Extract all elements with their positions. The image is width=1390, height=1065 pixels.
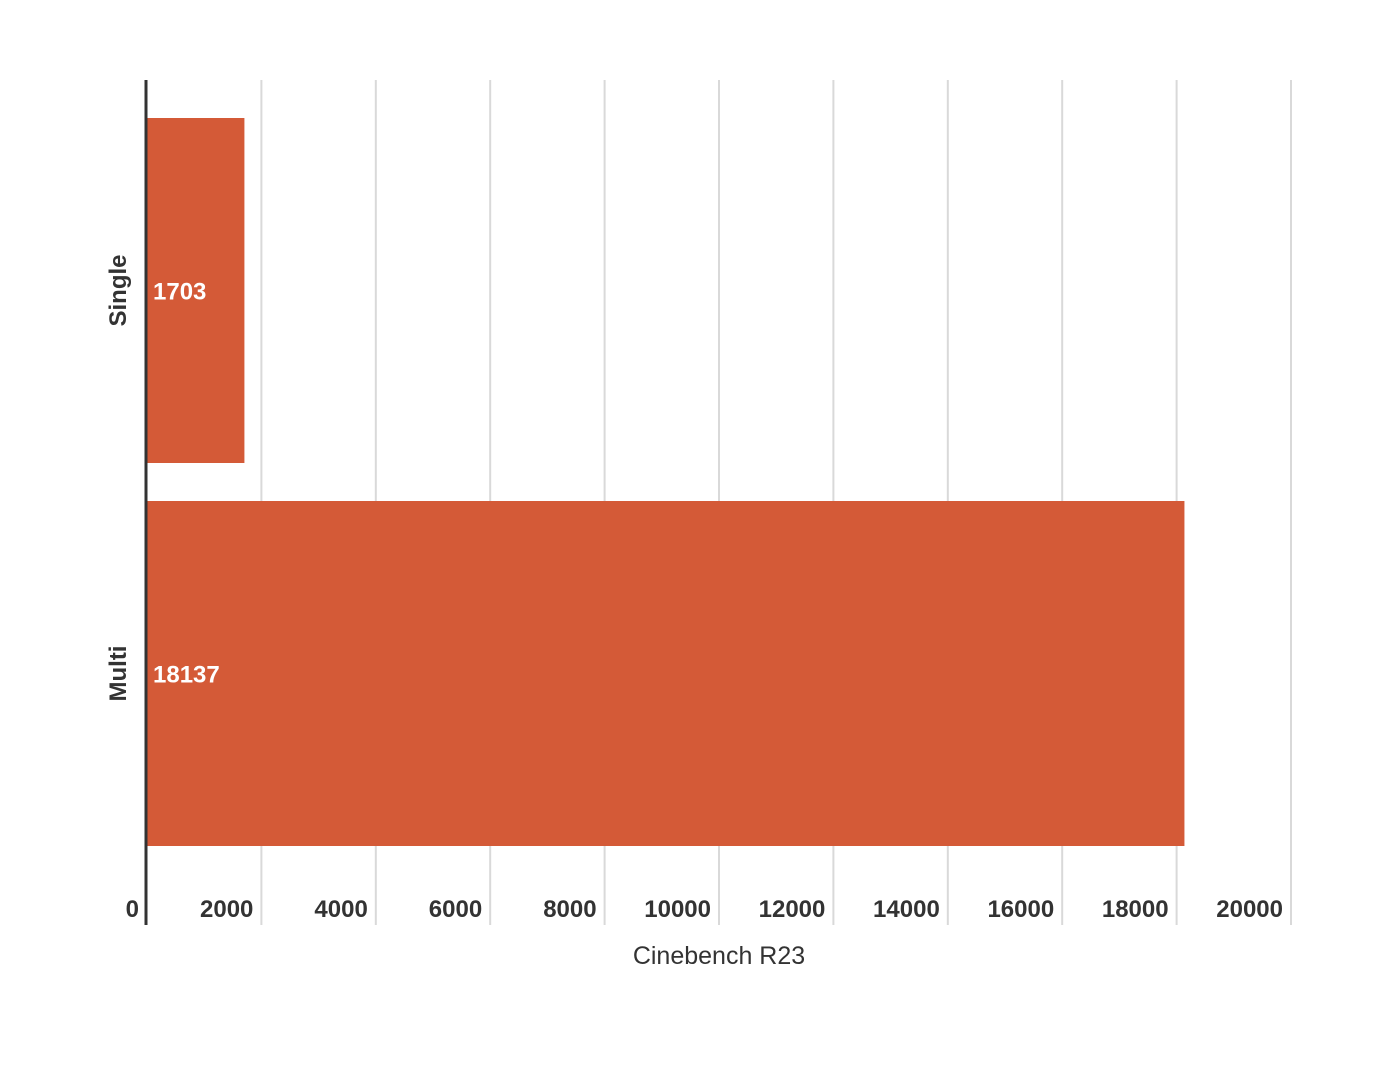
bar-single: [147, 118, 245, 463]
x-tick-labels: 0 2000 4000 6000 8000 10000 12000 14000 16000 180…: [126, 896, 1283, 923]
data-label-multi: 18137: [153, 662, 220, 689]
data-labels: 1703 18137: [153, 279, 220, 689]
x-tick-label-18000: 18000: [1102, 896, 1169, 923]
x-tick-label-6000: 6000: [429, 896, 482, 923]
data-label-single: 1703: [153, 279, 206, 306]
x-tick-label-20000: 20000: [1216, 896, 1283, 923]
x-tick-label-12000: 12000: [759, 896, 826, 923]
x-tick-label-16000: 16000: [987, 896, 1054, 923]
x-tick-label-4000: 4000: [314, 896, 367, 923]
x-axis-title: Cinebench R23: [633, 942, 805, 970]
category-label-multi: Multi: [105, 646, 132, 702]
x-tick-label-2000: 2000: [200, 896, 253, 923]
x-tick-label-14000: 14000: [873, 896, 940, 923]
x-tick-label-10000: 10000: [644, 896, 711, 923]
bar-multi: [147, 501, 1185, 846]
x-tick-label-0: 0: [126, 896, 139, 923]
bars: [147, 118, 1185, 846]
category-labels: Single Multi: [105, 254, 132, 701]
category-label-single: Single: [105, 254, 132, 326]
x-tick-label-8000: 8000: [543, 896, 596, 923]
